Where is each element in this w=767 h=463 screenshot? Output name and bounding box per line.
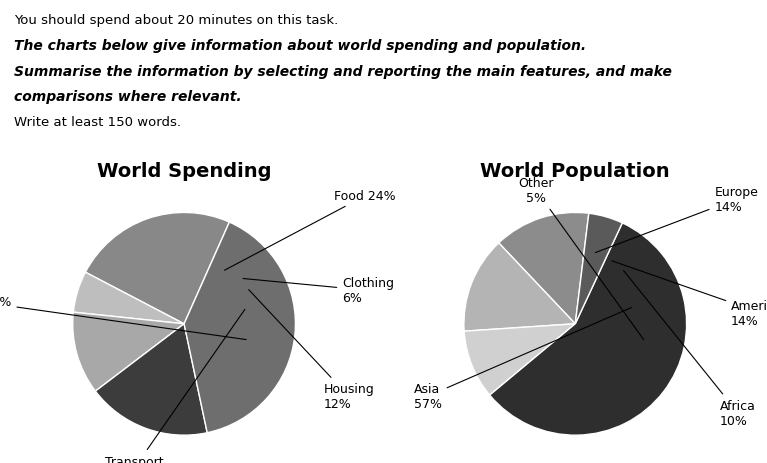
Wedge shape: [85, 213, 229, 324]
Wedge shape: [74, 273, 184, 324]
Text: comparisons where relevant.: comparisons where relevant.: [14, 90, 242, 104]
Text: Europe
14%: Europe 14%: [595, 186, 759, 253]
Wedge shape: [464, 324, 575, 395]
Wedge shape: [489, 223, 686, 435]
Wedge shape: [499, 213, 589, 324]
Wedge shape: [464, 244, 575, 332]
Text: Clothing
6%: Clothing 6%: [243, 277, 394, 305]
Text: The charts below give information about world spending and population.: The charts below give information about …: [14, 39, 586, 53]
Text: Write at least 150 words.: Write at least 150 words.: [14, 116, 181, 129]
Text: Africa
10%: Africa 10%: [624, 271, 756, 427]
Text: Food 24%: Food 24%: [225, 190, 396, 271]
Text: Summarise the information by selecting and reporting the main features, and make: Summarise the information by selecting a…: [14, 65, 672, 79]
Title: World Spending: World Spending: [97, 162, 272, 181]
Text: Other 40%: Other 40%: [0, 295, 246, 340]
Text: Housing
12%: Housing 12%: [249, 290, 374, 410]
Text: Asia
57%: Asia 57%: [413, 308, 631, 410]
Wedge shape: [575, 214, 622, 324]
Text: Transport
18%: Transport 18%: [104, 310, 245, 463]
Wedge shape: [95, 324, 207, 435]
Text: Americas
14%: Americas 14%: [612, 261, 767, 327]
Wedge shape: [73, 313, 184, 391]
Text: Other
5%: Other 5%: [518, 177, 644, 340]
Text: You should spend about 20 minutes on this task.: You should spend about 20 minutes on thi…: [14, 14, 338, 27]
Wedge shape: [184, 223, 295, 433]
Title: World Population: World Population: [480, 162, 670, 181]
